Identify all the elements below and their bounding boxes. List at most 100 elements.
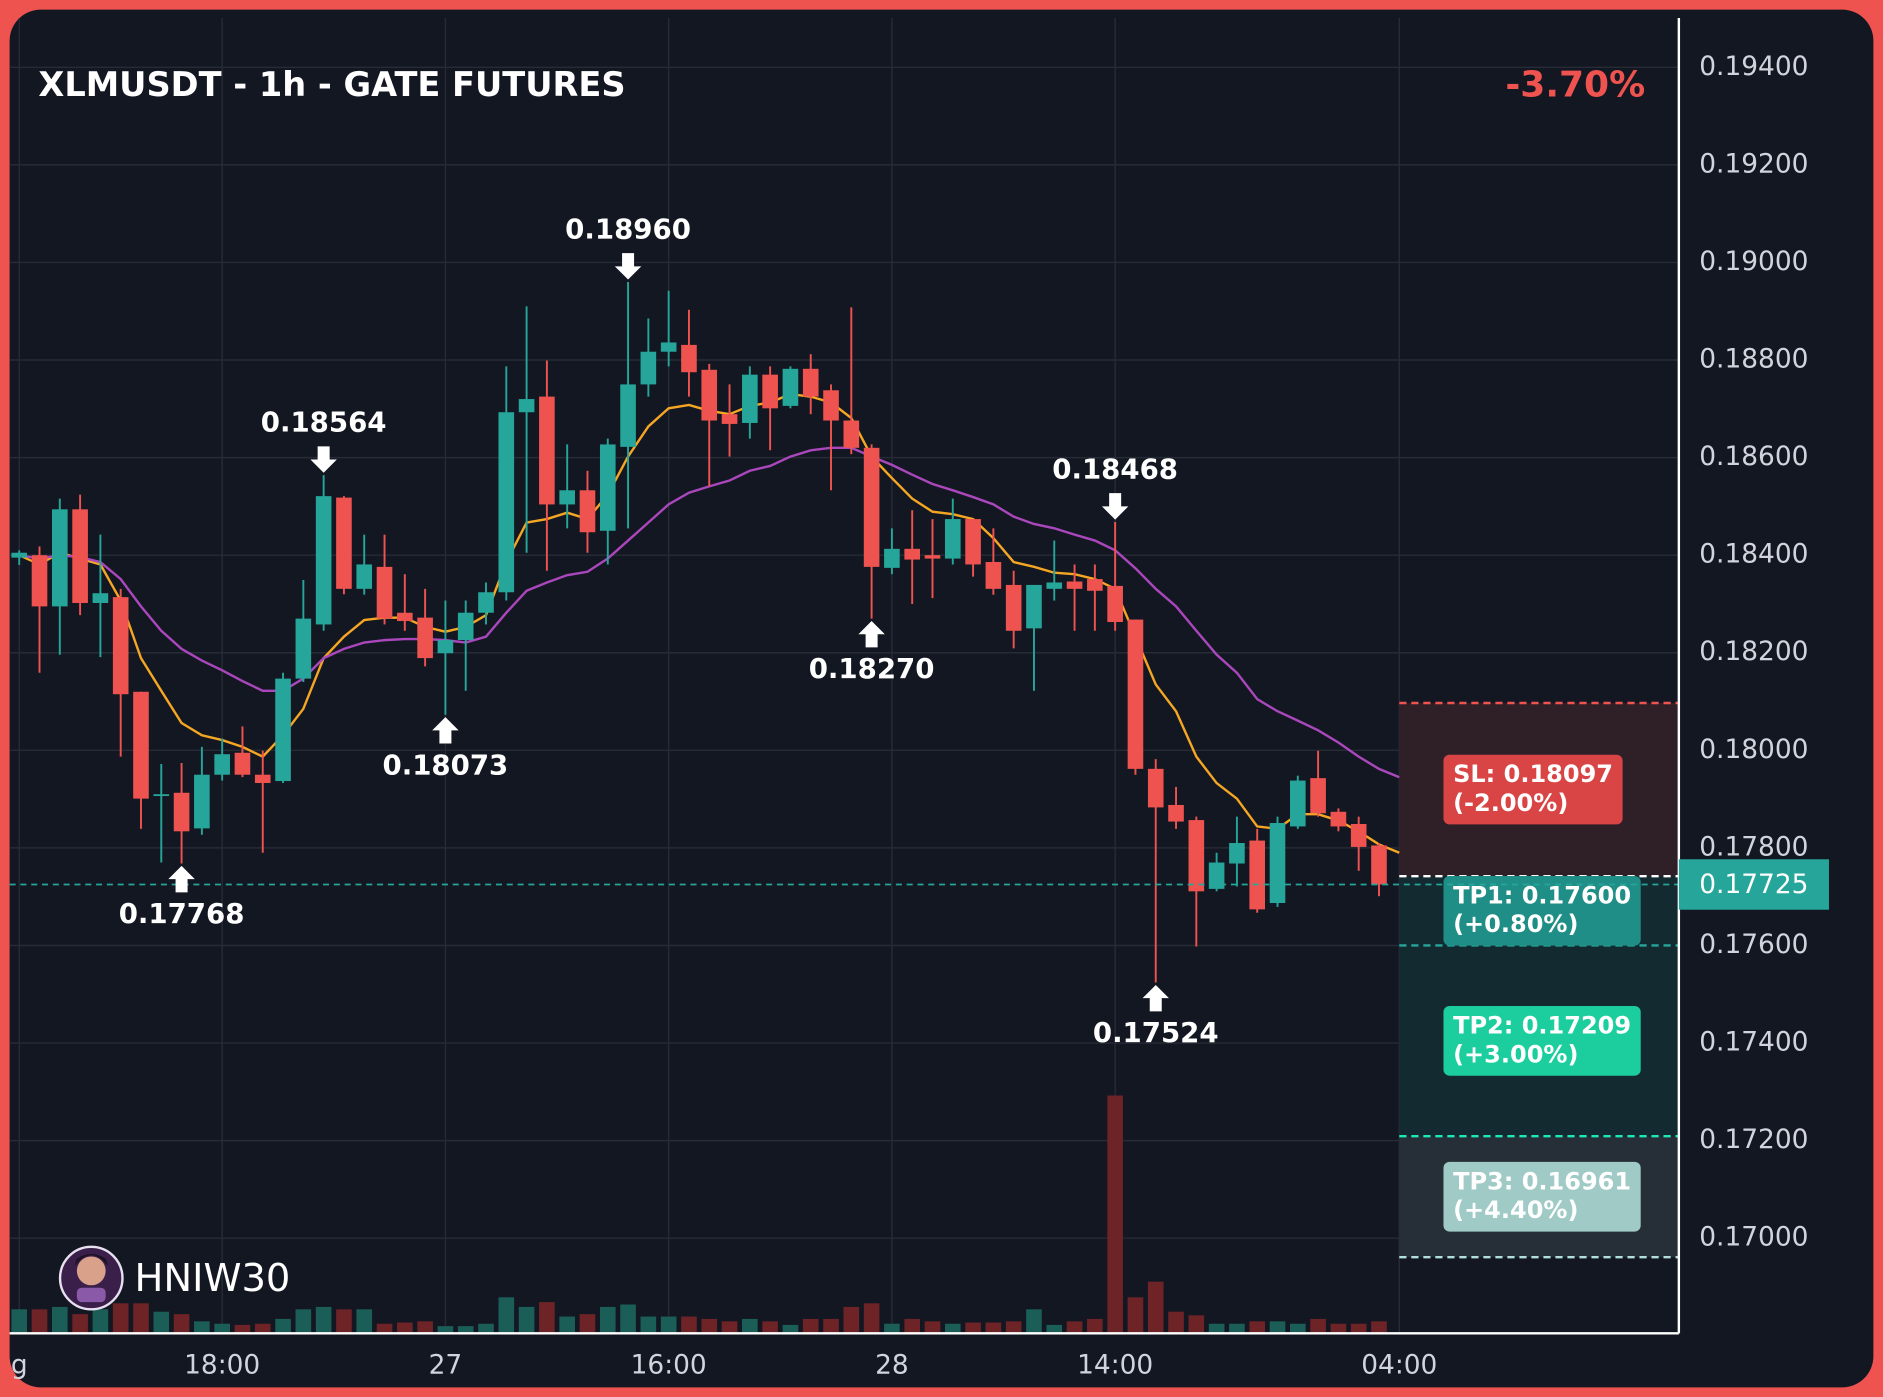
level-label: TP3: 0.16961 xyxy=(1453,1167,1631,1195)
candle-body xyxy=(478,592,494,613)
volume-bar xyxy=(356,1309,373,1334)
volume-bar xyxy=(376,1323,393,1334)
x-tick-label: 27 xyxy=(429,1349,463,1380)
volume-bar xyxy=(579,1314,596,1334)
volume-bar xyxy=(1147,1281,1164,1334)
candle-body xyxy=(1208,862,1225,889)
annotation-arrow xyxy=(614,253,642,280)
volume-bar xyxy=(1026,1309,1042,1334)
candle-body xyxy=(579,490,596,533)
x-tick-label: g xyxy=(11,1349,28,1380)
volume-bar xyxy=(72,1314,88,1334)
candle-body xyxy=(518,399,535,413)
annotation-label: 0.18468 xyxy=(1052,452,1178,485)
candle-body xyxy=(884,548,900,568)
level-change: (+0.80%) xyxy=(1453,910,1578,938)
candle-body xyxy=(1046,582,1063,589)
volume-bar xyxy=(539,1302,555,1334)
x-tick-label: 14:00 xyxy=(1077,1349,1153,1380)
level-label: TP2: 0.17209 xyxy=(1453,1011,1631,1039)
y-tick-label: 0.17600 xyxy=(1699,929,1808,960)
annotation-label: 0.17768 xyxy=(119,897,245,930)
plot-layer: 0.17000 0.17200 0.17400 0.17600 0.17800 0.180… xyxy=(9,18,1829,1380)
candle-body xyxy=(295,618,312,679)
volume-bar xyxy=(924,1321,941,1334)
volume-bar xyxy=(457,1326,474,1334)
annotation-arrow xyxy=(858,620,885,648)
candle-body xyxy=(1310,778,1326,814)
volume-bar xyxy=(884,1323,900,1334)
candle-body xyxy=(539,396,555,505)
volume-bar xyxy=(1269,1321,1286,1334)
y-tick-label: 0.19000 xyxy=(1699,246,1808,277)
y-tick-label: 0.18400 xyxy=(1699,539,1808,570)
candle-body xyxy=(356,564,373,589)
candle-body xyxy=(843,420,860,448)
level-label-box xyxy=(1443,1161,1641,1232)
candle-body xyxy=(863,447,880,567)
volume-bar xyxy=(214,1323,230,1334)
annotation-label: 0.17524 xyxy=(1093,1016,1219,1049)
candle-body xyxy=(1371,845,1387,885)
watermark: HNIW30 xyxy=(58,1245,290,1311)
candle-body xyxy=(782,368,799,406)
y-tick-label: 0.18800 xyxy=(1699,344,1808,375)
level-label-box xyxy=(1443,875,1641,946)
candle-body xyxy=(1026,584,1042,629)
candle-body xyxy=(742,374,758,423)
candle-body xyxy=(904,548,921,560)
volume-bar xyxy=(620,1304,636,1334)
candle-body xyxy=(823,390,839,421)
candle-body xyxy=(620,384,636,447)
x-tick-label: 28 xyxy=(875,1349,909,1380)
candle-body xyxy=(11,552,28,558)
volume-bar xyxy=(254,1323,271,1334)
volume-bar xyxy=(742,1318,758,1334)
volume-bar xyxy=(1005,1321,1022,1334)
level-label-box xyxy=(1443,1006,1641,1076)
candle-body xyxy=(133,691,149,799)
change-label: -3.70% xyxy=(1505,64,1645,105)
last-price-box xyxy=(1678,859,1829,910)
volume-bar xyxy=(863,1303,880,1334)
y-tick-label: 0.19200 xyxy=(1699,148,1808,179)
candle-body xyxy=(51,509,68,607)
candle-body xyxy=(31,555,48,607)
x-tick-label: 16:00 xyxy=(631,1349,707,1380)
candle-body xyxy=(1289,780,1306,827)
volume-bar xyxy=(681,1316,697,1334)
volume-bar xyxy=(1066,1321,1083,1334)
volume-bar xyxy=(843,1306,860,1334)
annotation-label: 0.18564 xyxy=(261,406,387,439)
candle-body xyxy=(1127,619,1144,769)
candle-body xyxy=(1087,579,1103,591)
candle-body xyxy=(944,519,961,559)
candle-body xyxy=(153,794,170,797)
volume-bar xyxy=(701,1318,718,1334)
volume-bar xyxy=(1371,1321,1387,1334)
volume-bar xyxy=(721,1321,738,1334)
volume-bar xyxy=(234,1324,251,1334)
volume-bar xyxy=(782,1324,799,1334)
candle-body xyxy=(1107,585,1123,623)
volume-bar xyxy=(1208,1323,1225,1334)
candle-body xyxy=(173,792,190,832)
volume-bar xyxy=(802,1318,819,1334)
volume-bar xyxy=(11,1309,28,1334)
volume-bar xyxy=(153,1311,170,1334)
avatar-face xyxy=(76,1256,106,1286)
avatar-hair xyxy=(74,1254,109,1267)
volume-bar xyxy=(51,1306,68,1334)
y-tick-label: 0.17000 xyxy=(1699,1222,1808,1253)
volume-bar xyxy=(1127,1297,1144,1334)
volume-bar xyxy=(1229,1323,1245,1334)
level-label-box xyxy=(1443,754,1623,825)
candle-body xyxy=(498,412,515,593)
candle-body xyxy=(965,519,981,565)
candle-body xyxy=(640,351,657,385)
volume-bar xyxy=(823,1318,839,1334)
y-tick-label: 0.19400 xyxy=(1699,51,1808,82)
volume-bar xyxy=(660,1316,677,1334)
